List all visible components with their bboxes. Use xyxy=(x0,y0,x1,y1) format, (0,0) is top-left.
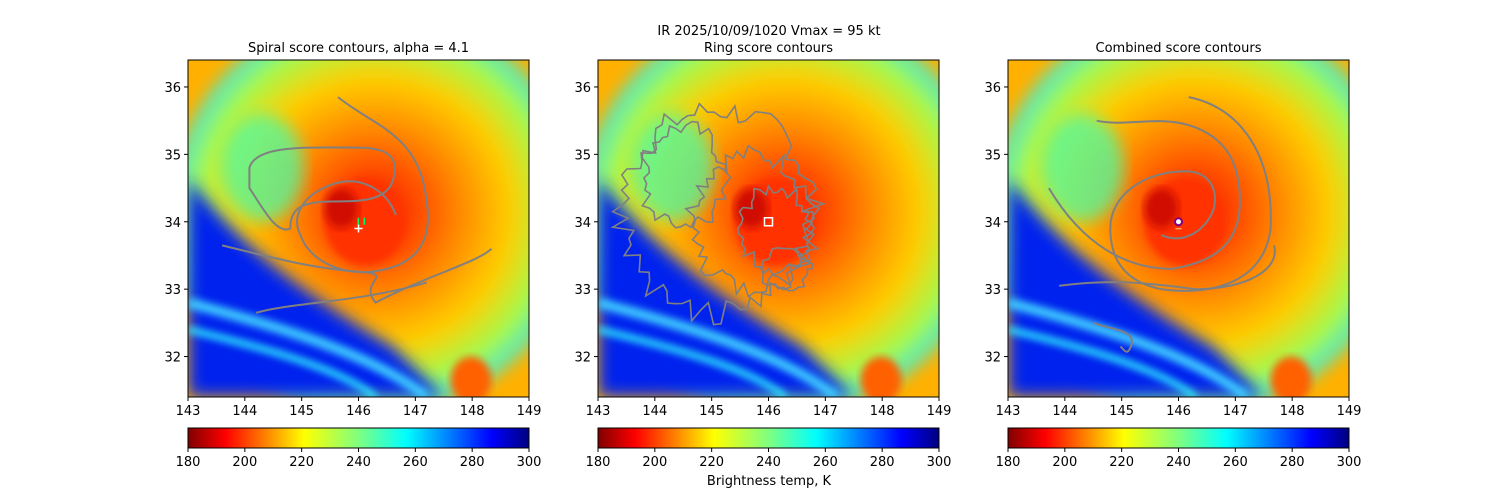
panel-3: Combined score contours 143 144 145 146 147 14… xyxy=(984,41,1362,470)
ir-heatmap xyxy=(188,60,529,397)
colorbar-tick-label: 180 xyxy=(996,455,1021,470)
y-tick-label: 36 xyxy=(984,81,1001,96)
x-tick-label: 144 xyxy=(642,404,667,419)
center-marker xyxy=(763,217,774,227)
y-tick-label: 35 xyxy=(164,148,181,163)
y-tick-label: 34 xyxy=(574,216,591,231)
x-tick-label: 143 xyxy=(996,404,1021,419)
y-tick-label: 36 xyxy=(164,81,181,96)
colorbar: 180 200 220 240 260 280 300 xyxy=(176,427,542,470)
colorbar-tick-label: 220 xyxy=(699,455,724,470)
x-tick-label: 148 xyxy=(1280,404,1305,419)
x-tick-label: 143 xyxy=(176,404,201,419)
panel-title: Spiral score contours, alpha = 4.1 xyxy=(248,41,469,56)
x-tick-label: 146 xyxy=(346,404,371,419)
x-tick-label: 143 xyxy=(586,404,611,419)
colorbar-tick-label: 260 xyxy=(1223,455,1248,470)
x-tick-label: 149 xyxy=(517,404,542,419)
score-contours xyxy=(221,96,493,314)
colorbar-tick-label: 180 xyxy=(176,455,201,470)
panel-title: Ring score contours xyxy=(704,41,833,56)
x-tick-label: 148 xyxy=(870,404,895,419)
panel-1: Spiral score contours, alpha = 4.1 143 144… xyxy=(164,41,542,470)
y-tick-label: 34 xyxy=(164,216,181,231)
x-tick-label: 145 xyxy=(289,404,314,419)
ir-heatmap xyxy=(1008,60,1349,397)
colorbar-tick-label: 280 xyxy=(870,455,895,470)
colorbar-tick-label: 200 xyxy=(232,455,257,470)
x-tick-label: 149 xyxy=(1337,404,1362,419)
colorbar-tick-label: 260 xyxy=(813,455,838,470)
colorbar-tick-label: 300 xyxy=(1337,455,1362,470)
x-tick-label: 144 xyxy=(1052,404,1077,419)
x-tick-label: 146 xyxy=(756,404,781,419)
score-contours xyxy=(610,102,827,326)
colorbar-tick-label: 280 xyxy=(460,455,485,470)
x-tick-label: 145 xyxy=(699,404,724,419)
y-tick-label: 32 xyxy=(574,351,591,366)
colorbar-tick-label: 200 xyxy=(1052,455,1077,470)
colorbar-tick-label: 300 xyxy=(927,455,952,470)
x-tick-label: 144 xyxy=(232,404,257,419)
x-tick-label: 147 xyxy=(1223,404,1248,419)
colorbar-tick-label: 260 xyxy=(403,455,428,470)
colorbar-tick-label: 240 xyxy=(756,455,781,470)
colorbar: 180 200 220 240 260 280 300 xyxy=(586,427,952,470)
colorbar-tick-label: 220 xyxy=(1109,455,1134,470)
y-tick-label: 33 xyxy=(574,283,591,298)
center-marker xyxy=(354,224,363,233)
colorbar-tick-label: 280 xyxy=(1280,455,1305,470)
panel-2: Ring score contours 143 144 145 146 147 148 149… xyxy=(574,41,952,470)
colorbar-tick-label: 240 xyxy=(1166,455,1191,470)
panel-title: Combined score contours xyxy=(1096,41,1262,56)
colorbar-tick-label: 240 xyxy=(346,455,371,470)
ir-heatmap xyxy=(598,60,939,397)
y-tick-label: 32 xyxy=(984,351,1001,366)
colorbar-tick-label: 300 xyxy=(517,455,542,470)
secondary-marker xyxy=(357,217,366,225)
score-contours xyxy=(1048,96,1276,353)
y-tick-label: 35 xyxy=(574,148,591,163)
x-tick-label: 147 xyxy=(813,404,838,419)
colorbar-tick-label: 180 xyxy=(586,455,611,470)
x-tick-label: 145 xyxy=(1109,404,1134,419)
y-tick-label: 32 xyxy=(164,351,181,366)
figure-suptitle: IR 2025/10/09/1020 Vmax = 95 kt xyxy=(657,24,880,39)
y-tick-label: 34 xyxy=(984,216,1001,231)
x-tick-label: 149 xyxy=(927,404,952,419)
y-tick-label: 33 xyxy=(984,283,1001,298)
colorbar-tick-label: 200 xyxy=(642,455,667,470)
colorbar: 180 200 220 240 260 280 300 xyxy=(996,427,1362,470)
center-marker xyxy=(1174,217,1183,227)
colorbar-tick-label: 220 xyxy=(289,455,314,470)
colorbar-label: Brightness temp, K xyxy=(707,474,832,489)
x-tick-label: 147 xyxy=(403,404,428,419)
x-tick-label: 148 xyxy=(460,404,485,419)
x-tick-label: 146 xyxy=(1166,404,1191,419)
y-tick-label: 33 xyxy=(164,283,181,298)
y-tick-label: 36 xyxy=(574,81,591,96)
y-tick-label: 35 xyxy=(984,148,1001,163)
